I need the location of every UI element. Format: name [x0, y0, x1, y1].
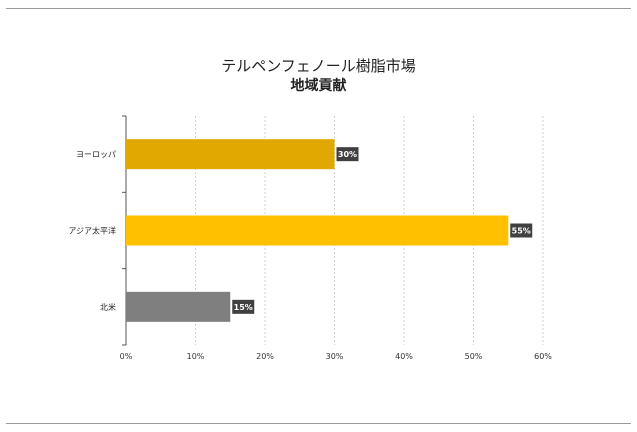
bar: [126, 215, 509, 246]
chart-title: テルペンフェノール樹脂市場: [221, 57, 416, 75]
data-label-box: [232, 299, 255, 314]
x-tick-label: 30%: [326, 352, 344, 361]
x-tick-label: 60%: [534, 352, 552, 361]
data-label: 55%: [512, 227, 531, 236]
data-label-box: [336, 147, 359, 162]
category-label: ヨーロッパ: [76, 150, 116, 159]
data-label-box: [510, 223, 533, 238]
x-tick-label: 10%: [187, 352, 205, 361]
category-label: アジア太平洋: [68, 226, 116, 236]
x-tick-label: 20%: [256, 352, 274, 361]
category-label: 北米: [100, 302, 116, 312]
data-label: 30%: [338, 150, 357, 159]
bar: [126, 139, 335, 170]
data-label: 15%: [234, 303, 253, 312]
x-tick-label: 0%: [120, 352, 133, 361]
bottom-divider: [6, 423, 631, 424]
x-tick-label: 50%: [465, 352, 483, 361]
top-divider: [6, 8, 631, 9]
chart-subtitle: 地域貢献: [290, 78, 347, 94]
x-tick-label: 40%: [395, 352, 413, 361]
bar: [126, 291, 231, 322]
